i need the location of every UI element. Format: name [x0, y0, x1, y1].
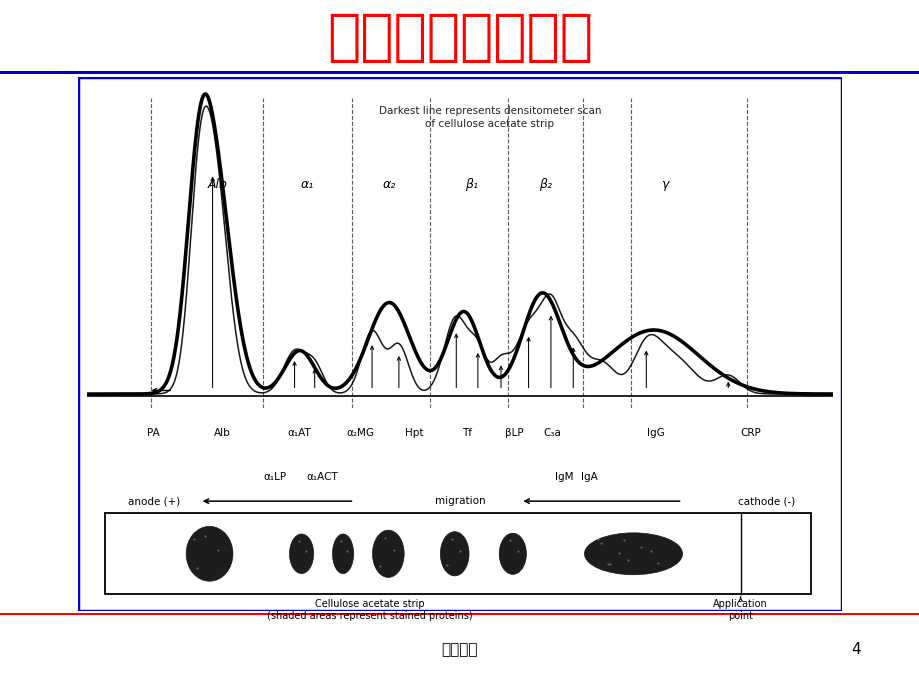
Text: Tf: Tf: [462, 428, 472, 437]
Ellipse shape: [372, 530, 403, 578]
Text: β₂: β₂: [539, 178, 551, 191]
Text: γ: γ: [661, 178, 668, 191]
Text: β₁: β₁: [464, 178, 477, 191]
Text: α₁AT: α₁AT: [287, 428, 311, 437]
Ellipse shape: [584, 533, 682, 575]
Text: Darkest line represents densitometer scan
of cellulose acetate strip: Darkest line represents densitometer sca…: [378, 106, 600, 129]
Ellipse shape: [332, 534, 353, 573]
Text: IgG: IgG: [647, 428, 664, 437]
Text: 血清蛋白电泳图谱: 血清蛋白电泳图谱: [326, 11, 593, 65]
Text: Application
point: Application point: [712, 599, 767, 621]
Text: Hpt: Hpt: [405, 428, 424, 437]
Text: cathode (-): cathode (-): [738, 496, 795, 506]
Text: IgA: IgA: [581, 471, 597, 482]
Text: βLP: βLP: [505, 428, 523, 437]
Bar: [106, 513, 810, 594]
Text: α₁LP: α₁LP: [264, 471, 287, 482]
Text: Alb: Alb: [208, 178, 228, 191]
Text: CRP: CRP: [739, 428, 760, 437]
Ellipse shape: [499, 533, 526, 574]
Text: 专业内容: 专业内容: [441, 642, 478, 658]
Text: 4: 4: [850, 642, 859, 658]
Text: C₃a: C₃a: [542, 428, 561, 437]
Text: α₁ACT: α₁ACT: [307, 471, 338, 482]
Text: Alb: Alb: [214, 428, 231, 437]
Text: α₁: α₁: [301, 178, 313, 191]
Text: α₂MG: α₂MG: [346, 428, 374, 437]
Ellipse shape: [289, 534, 313, 573]
Text: Cellulose acetate strip
(shaded areas represent stained proteins): Cellulose acetate strip (shaded areas re…: [267, 599, 471, 621]
Text: anode (+): anode (+): [128, 496, 180, 506]
Text: IgM: IgM: [554, 471, 573, 482]
Text: migration: migration: [434, 496, 485, 506]
Ellipse shape: [186, 526, 233, 581]
Ellipse shape: [440, 532, 469, 576]
Text: α₂: α₂: [382, 178, 395, 191]
Text: PA: PA: [146, 428, 159, 437]
